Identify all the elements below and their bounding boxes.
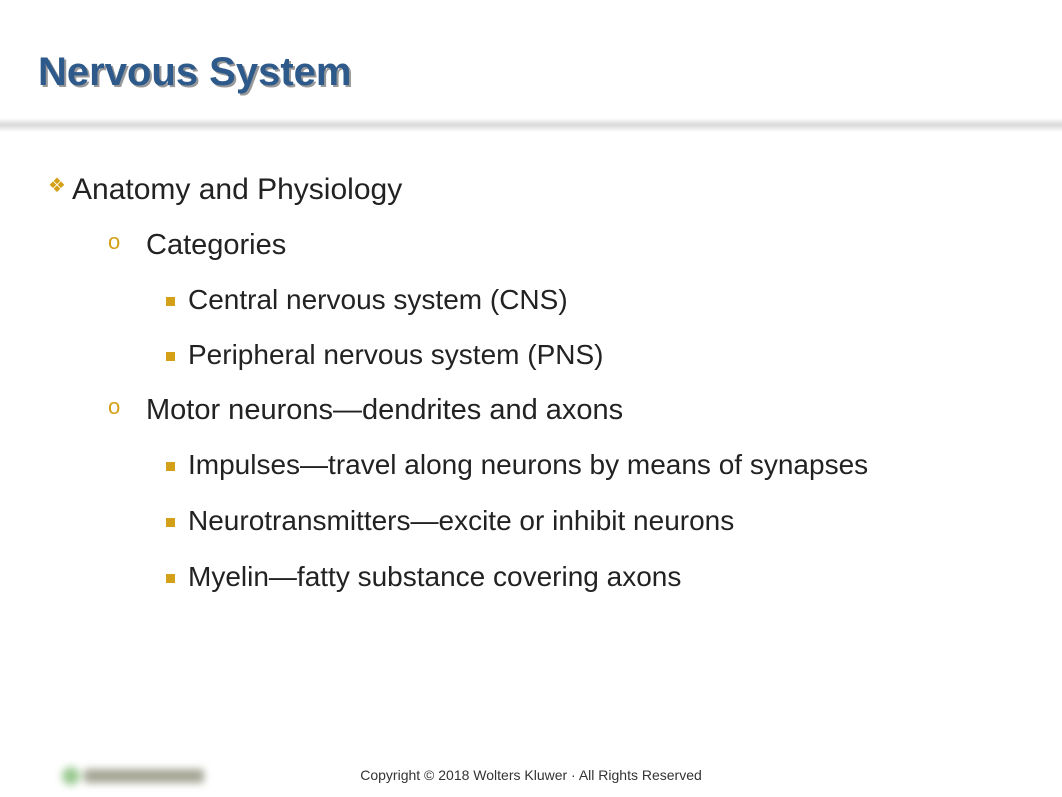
slide-title: Nervous System Nervous System <box>38 50 351 95</box>
content-area: ❖ Anatomy and Physiology o Categories Ce… <box>48 170 1014 613</box>
square-bullet-icon <box>166 446 188 474</box>
l3-text: Neurotransmitters—excite or inhibit neur… <box>188 502 734 540</box>
square-bullet-icon <box>166 336 188 364</box>
circle-o-bullet-icon: o <box>108 227 146 253</box>
l3-text: Peripheral nervous system (PNS) <box>188 336 603 374</box>
list-item-l1: ❖ Anatomy and Physiology <box>48 170 1014 209</box>
title-divider <box>0 118 1062 132</box>
circle-o-bullet-icon: o <box>108 392 146 418</box>
l2-text: Motor neurons—dendrites and axons <box>146 392 623 430</box>
title-text: Nervous System <box>38 50 351 95</box>
square-bullet-icon <box>166 281 188 309</box>
l1-text: Anatomy and Physiology <box>72 170 402 209</box>
l3-text: Impulses—travel along neurons by means o… <box>188 446 868 484</box>
slide: Nervous System Nervous System ❖ Anatomy … <box>0 0 1062 797</box>
list-item-l3: Peripheral nervous system (PNS) <box>166 336 1014 374</box>
list-item-l3: Myelin—fatty substance covering axons <box>166 558 1014 596</box>
list-item-l3: Impulses—travel along neurons by means o… <box>166 446 1014 484</box>
square-bullet-icon <box>166 558 188 586</box>
list-item-l3: Central nervous system (CNS) <box>166 281 1014 319</box>
l3-text: Central nervous system (CNS) <box>188 281 568 319</box>
square-bullet-icon <box>166 502 188 530</box>
copyright-footer: Copyright © 2018 Wolters Kluwer · All Ri… <box>0 767 1062 783</box>
l3-text: Myelin—fatty substance covering axons <box>188 558 681 596</box>
list-item-l2: o Motor neurons—dendrites and axons <box>108 392 1014 430</box>
diamond-bullet-icon: ❖ <box>48 170 72 196</box>
l2-text: Categories <box>146 227 286 265</box>
list-item-l3: Neurotransmitters—excite or inhibit neur… <box>166 502 1014 540</box>
list-item-l2: o Categories <box>108 227 1014 265</box>
